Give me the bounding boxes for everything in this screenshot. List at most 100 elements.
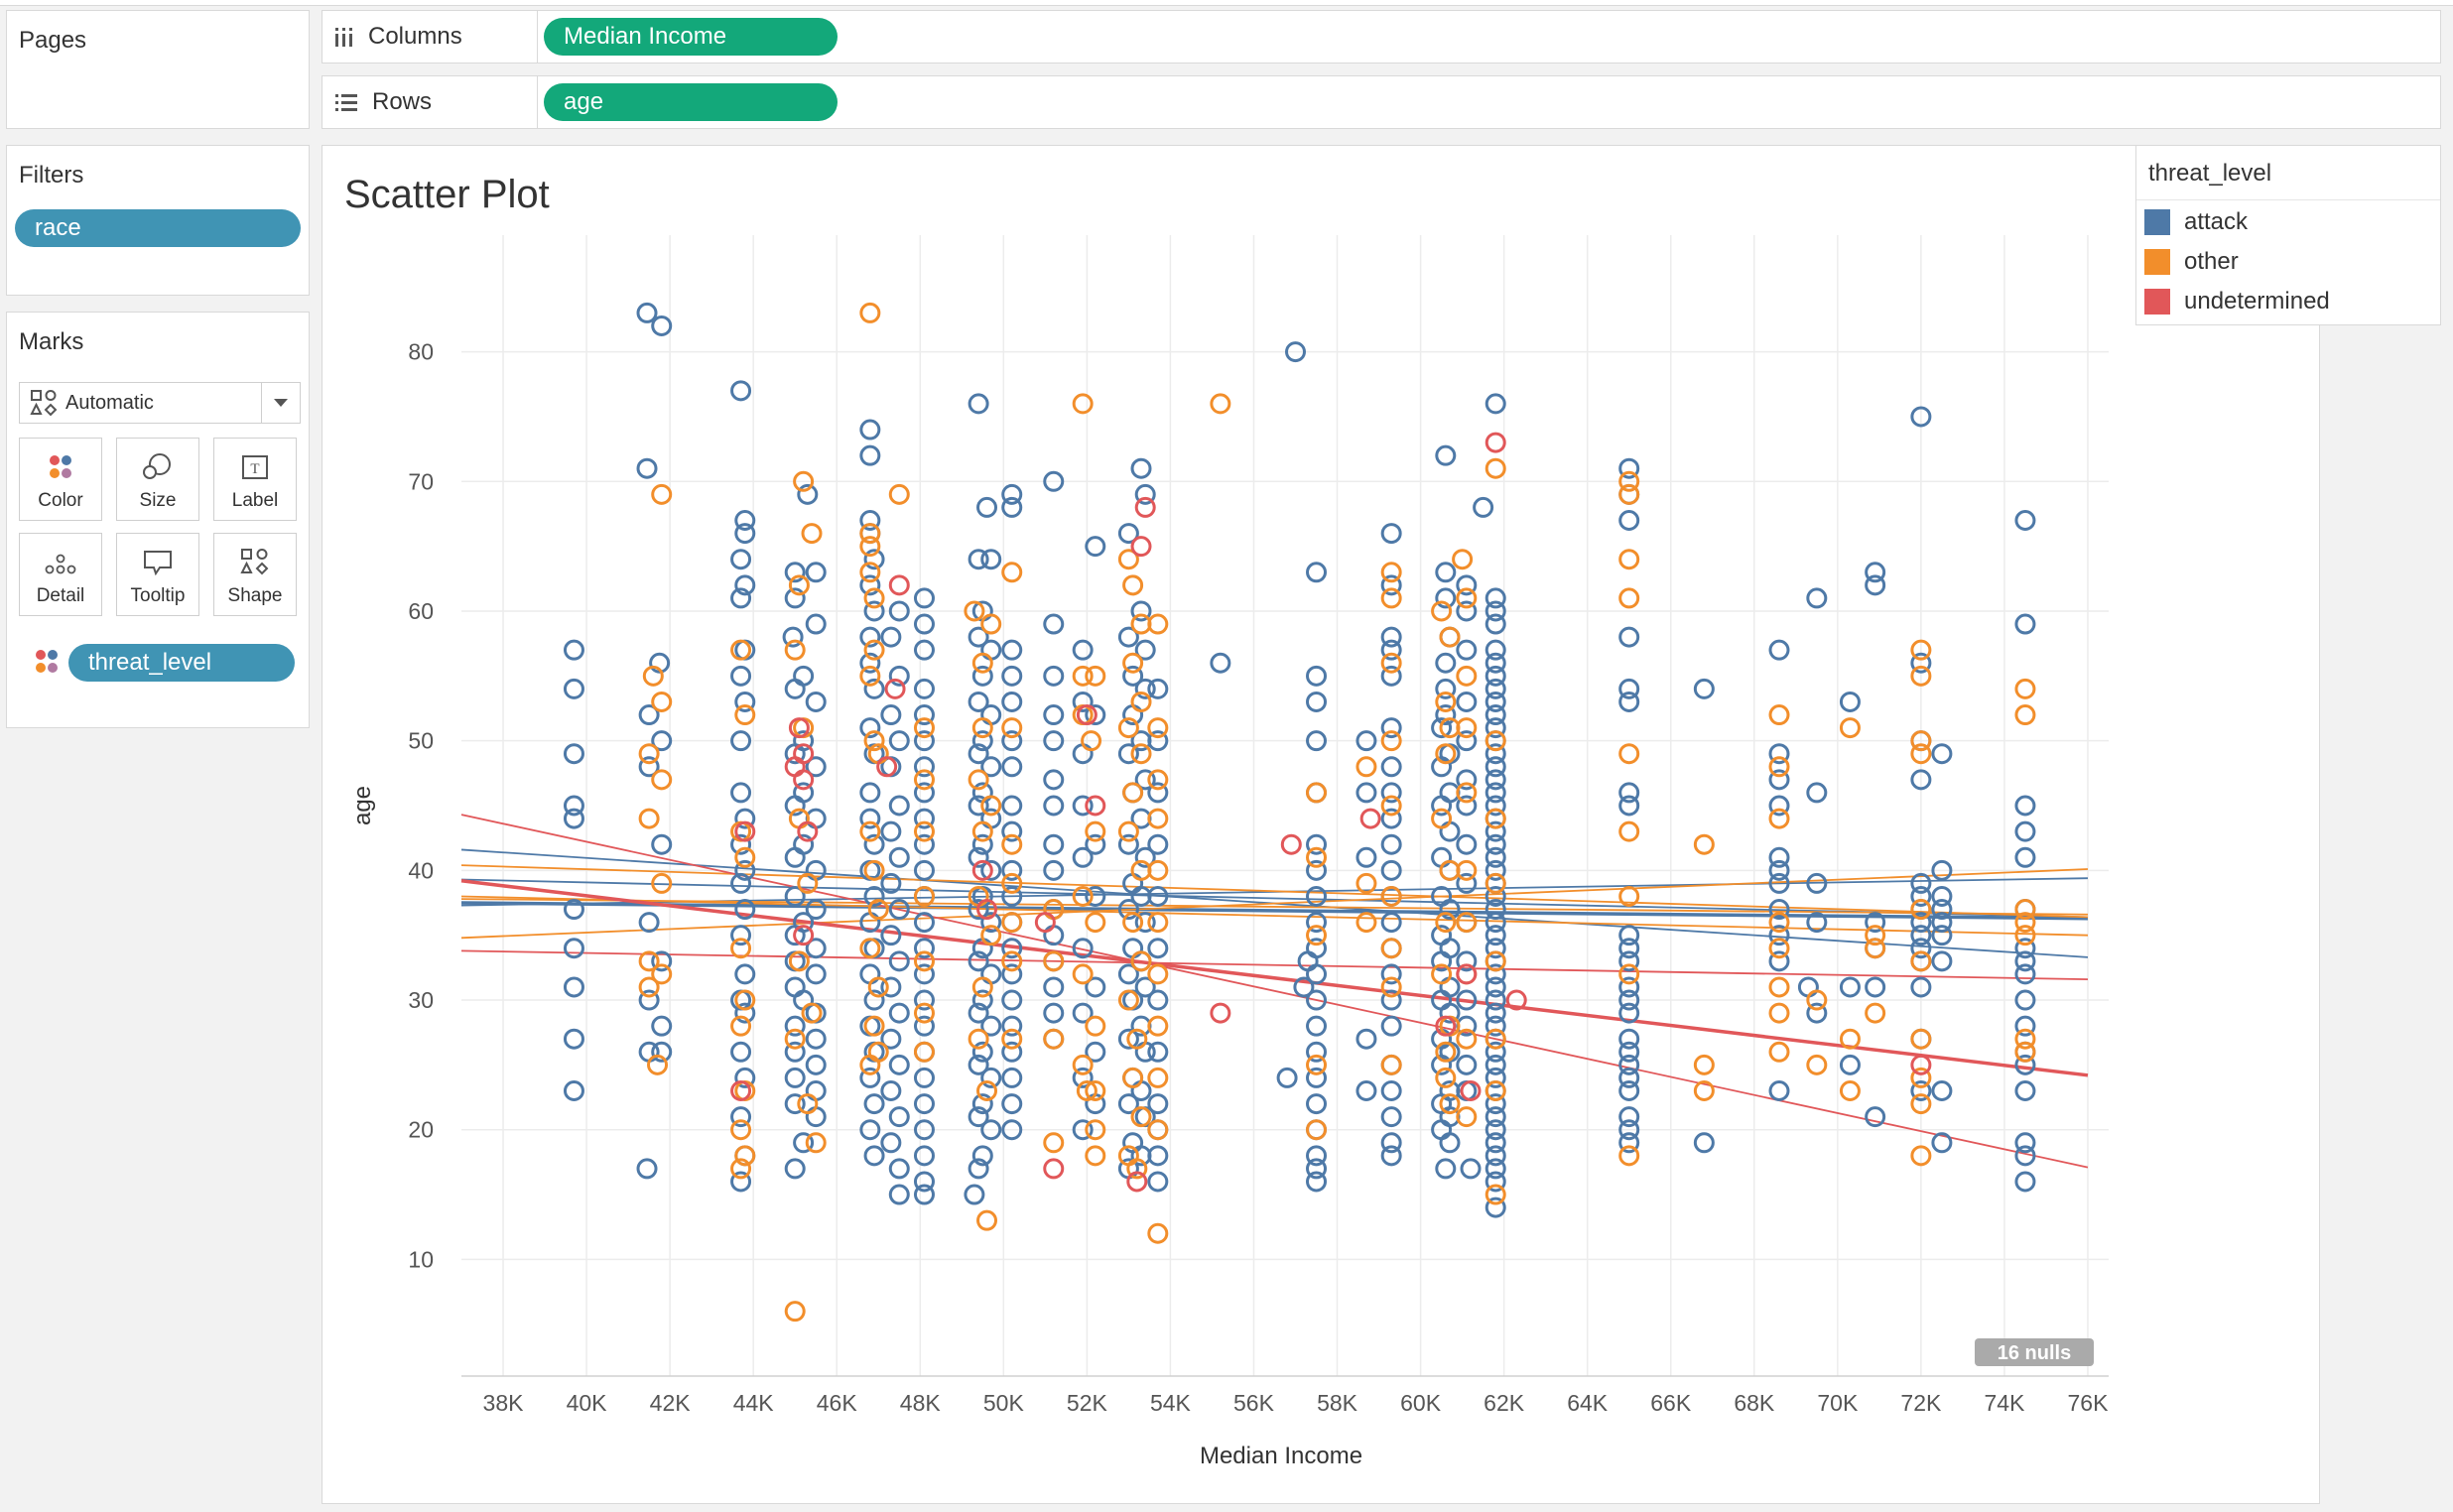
data-point-attack[interactable] [1931, 885, 1953, 907]
data-point-other[interactable] [1147, 717, 1169, 739]
data-point-other[interactable] [2014, 1028, 2036, 1050]
data-point-attack[interactable] [1618, 1041, 1640, 1063]
data-point-other[interactable] [730, 639, 752, 661]
data-point-other[interactable] [642, 665, 664, 687]
data-point-attack[interactable] [1147, 885, 1169, 907]
data-point-other[interactable] [1306, 846, 1328, 868]
data-point-attack[interactable] [913, 1067, 935, 1088]
data-point-other[interactable] [2014, 925, 2036, 946]
data-point-attack[interactable] [1485, 1158, 1506, 1180]
data-point-attack[interactable] [1380, 808, 1402, 829]
data-point-attack[interactable] [1439, 1132, 1461, 1154]
data-point-other[interactable] [2014, 704, 2036, 726]
detail-card[interactable]: Detail [19, 533, 102, 616]
data-point-attack[interactable] [1380, 989, 1402, 1011]
data-point-attack[interactable] [880, 704, 902, 726]
data-point-attack[interactable] [1072, 639, 1094, 661]
data-point-other[interactable] [1306, 782, 1328, 804]
data-point-other[interactable] [1910, 950, 1932, 972]
data-point-other[interactable] [913, 820, 935, 842]
data-point-attack[interactable] [1485, 976, 1506, 998]
data-point-attack[interactable] [563, 1028, 584, 1050]
legend-item-attack[interactable]: attack [2144, 207, 2248, 237]
data-point-attack[interactable] [1001, 756, 1023, 778]
data-point-other[interactable] [863, 639, 885, 661]
data-point-attack[interactable] [563, 899, 584, 921]
data-point-undetermined[interactable] [1130, 536, 1152, 558]
data-point-attack[interactable] [1485, 769, 1506, 791]
tooltip-card[interactable]: Tooltip [116, 533, 199, 616]
data-point-attack[interactable] [1306, 665, 1328, 687]
data-point-other[interactable] [1768, 938, 1790, 959]
data-point-attack[interactable] [638, 704, 660, 726]
data-point-attack[interactable] [1485, 756, 1506, 778]
data-point-attack[interactable] [859, 963, 881, 985]
data-point-attack[interactable] [1485, 1002, 1506, 1024]
data-point-other[interactable] [1910, 1145, 1932, 1167]
data-point-other[interactable] [734, 1145, 756, 1167]
data-point-attack[interactable] [980, 1015, 1002, 1037]
data-point-attack[interactable] [1618, 1002, 1640, 1024]
data-point-attack[interactable] [968, 846, 989, 868]
data-point-other[interactable] [1072, 665, 1094, 687]
data-point-other[interactable] [1485, 808, 1506, 829]
data-point-attack[interactable] [1839, 1054, 1861, 1075]
data-point-other[interactable] [801, 1002, 823, 1024]
data-point-attack[interactable] [1356, 730, 1377, 752]
data-point-other[interactable] [1085, 1080, 1106, 1101]
data-point-attack[interactable] [859, 510, 881, 531]
data-point-attack[interactable] [1768, 872, 1790, 894]
data-point-other[interactable] [1380, 976, 1402, 998]
data-point-other[interactable] [1485, 1184, 1506, 1205]
data-point-other[interactable] [888, 483, 910, 505]
data-point-attack[interactable] [1485, 833, 1506, 855]
data-point-attack[interactable] [1380, 574, 1402, 596]
data-point-undetermined[interactable] [884, 678, 906, 699]
data-point-attack[interactable] [784, 587, 806, 609]
data-point-other[interactable] [913, 950, 935, 972]
data-point-other[interactable] [1085, 1119, 1106, 1141]
data-point-attack[interactable] [1001, 665, 1023, 687]
data-point-attack[interactable] [1306, 1015, 1328, 1037]
data-point-attack[interactable] [1806, 872, 1828, 894]
data-point-other[interactable] [1043, 1132, 1065, 1154]
data-point-attack[interactable] [888, 1158, 910, 1180]
data-point-attack[interactable] [1485, 912, 1506, 934]
data-point-attack[interactable] [1085, 704, 1106, 726]
data-point-attack[interactable] [1485, 639, 1506, 661]
data-point-other[interactable] [1085, 912, 1106, 934]
data-point-attack[interactable] [863, 1093, 885, 1115]
data-point-attack[interactable] [1043, 470, 1065, 492]
data-point-attack[interactable] [1768, 639, 1790, 661]
data-point-attack[interactable] [563, 743, 584, 765]
data-point-attack[interactable] [913, 963, 935, 985]
data-point-attack[interactable] [888, 1002, 910, 1024]
data-point-attack[interactable] [1356, 846, 1377, 868]
data-point-other[interactable] [1618, 587, 1640, 609]
data-point-other[interactable] [1456, 587, 1478, 609]
data-point-attack[interactable] [880, 820, 902, 842]
data-point-attack[interactable] [805, 756, 827, 778]
data-point-other[interactable] [797, 1093, 819, 1115]
data-point-attack[interactable] [1865, 1106, 1886, 1128]
data-point-attack[interactable] [1001, 1041, 1023, 1063]
data-point-attack[interactable] [1618, 925, 1640, 946]
data-point-attack[interactable] [730, 587, 752, 609]
data-point-attack[interactable] [888, 730, 910, 752]
data-point-attack[interactable] [1306, 1145, 1328, 1167]
data-point-attack[interactable] [1618, 795, 1640, 817]
data-point-attack[interactable] [1931, 950, 1953, 972]
data-point-undetermined[interactable] [1485, 432, 1506, 453]
data-point-attack[interactable] [2014, 820, 2036, 842]
data-point-attack[interactable] [1072, 795, 1094, 817]
data-point-attack[interactable] [1693, 678, 1715, 699]
data-point-attack[interactable] [968, 899, 989, 921]
data-point-attack[interactable] [2014, 963, 2036, 985]
data-point-other[interactable] [1147, 769, 1169, 791]
data-point-attack[interactable] [1618, 1054, 1640, 1075]
data-point-attack[interactable] [1380, 1106, 1402, 1128]
data-point-attack[interactable] [1134, 769, 1156, 791]
data-point-other[interactable] [784, 1028, 806, 1050]
data-point-other[interactable] [1126, 1158, 1148, 1180]
data-point-attack[interactable] [1043, 795, 1065, 817]
